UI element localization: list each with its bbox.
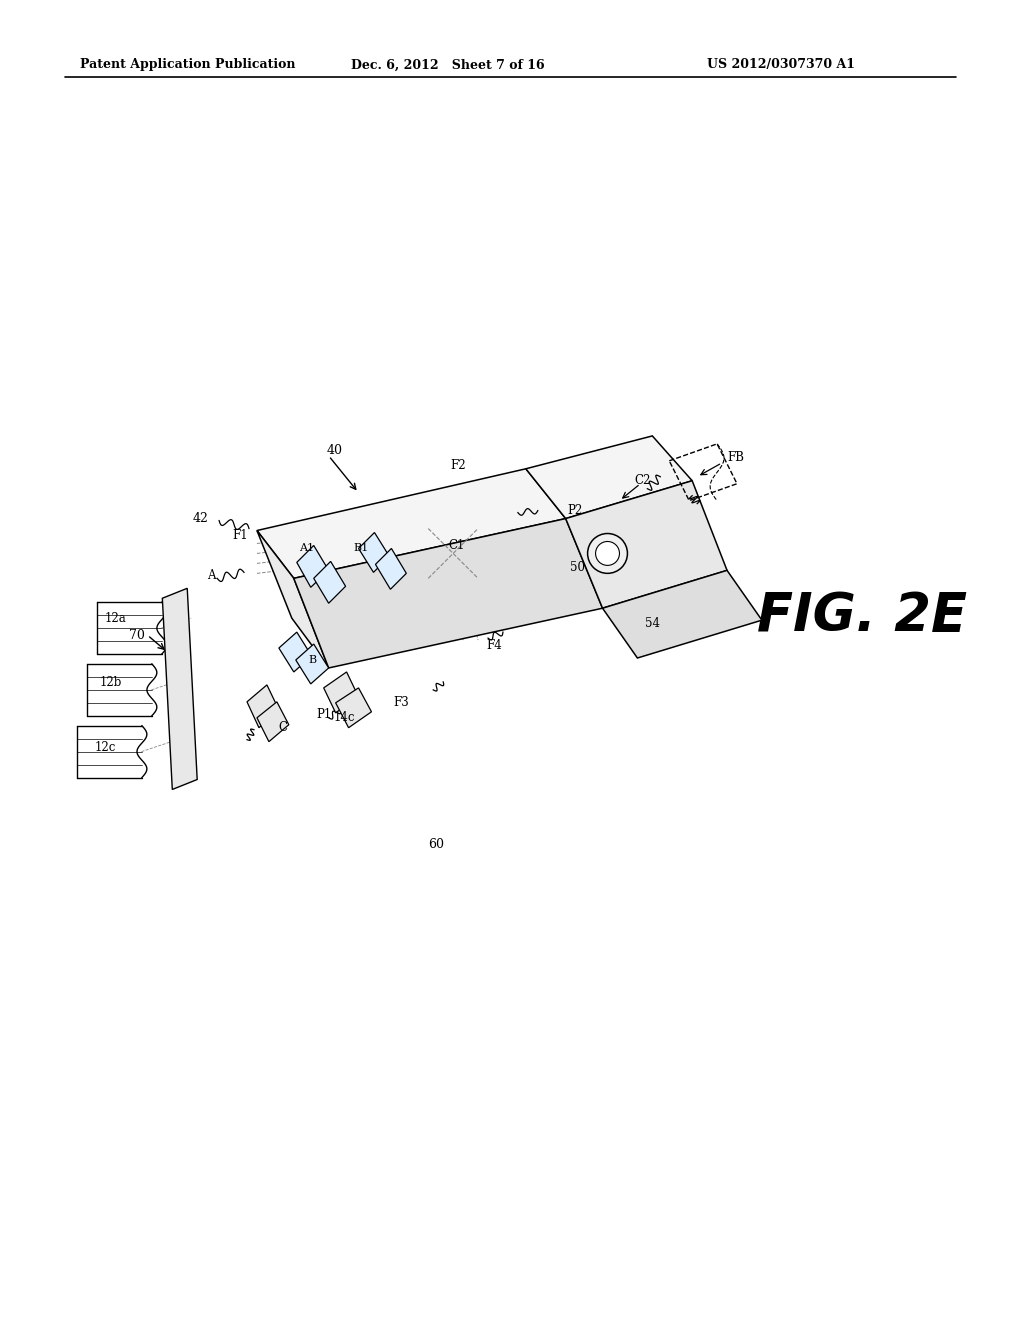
- Text: A1: A1: [299, 544, 314, 553]
- Text: 12a: 12a: [104, 611, 126, 624]
- Text: FB: FB: [727, 451, 744, 465]
- Polygon shape: [257, 531, 329, 668]
- Text: Dec. 6, 2012   Sheet 7 of 16: Dec. 6, 2012 Sheet 7 of 16: [350, 58, 544, 71]
- Text: B: B: [309, 655, 316, 665]
- Polygon shape: [602, 570, 762, 657]
- Text: C2: C2: [635, 474, 651, 487]
- Polygon shape: [163, 589, 198, 789]
- Polygon shape: [336, 688, 372, 727]
- Circle shape: [596, 541, 620, 565]
- Text: 42: 42: [193, 512, 208, 525]
- Text: 60: 60: [428, 838, 444, 851]
- Text: 70: 70: [129, 628, 145, 642]
- Polygon shape: [526, 436, 692, 519]
- Polygon shape: [257, 702, 289, 742]
- Polygon shape: [313, 561, 345, 603]
- Text: C1: C1: [449, 539, 465, 552]
- Text: US 2012/0307370 A1: US 2012/0307370 A1: [708, 58, 855, 71]
- Polygon shape: [247, 685, 279, 727]
- Text: P2: P2: [567, 504, 583, 517]
- Text: F4: F4: [486, 639, 502, 652]
- Polygon shape: [257, 469, 565, 578]
- Text: FIG. 2E: FIG. 2E: [757, 590, 967, 643]
- Text: P1: P1: [316, 709, 332, 721]
- Polygon shape: [294, 519, 602, 668]
- Circle shape: [588, 533, 628, 573]
- Polygon shape: [279, 632, 311, 672]
- Polygon shape: [565, 480, 727, 609]
- Polygon shape: [296, 644, 329, 684]
- Text: F3: F3: [393, 697, 410, 709]
- Text: F1: F1: [232, 529, 248, 543]
- Text: 54: 54: [645, 616, 660, 630]
- Text: 12c: 12c: [94, 741, 116, 754]
- Text: 14c: 14c: [334, 711, 355, 725]
- Text: A: A: [207, 569, 216, 582]
- Text: Patent Application Publication: Patent Application Publication: [80, 58, 295, 71]
- Text: F2: F2: [451, 459, 466, 473]
- Text: B1: B1: [353, 544, 369, 553]
- Polygon shape: [358, 532, 389, 573]
- Polygon shape: [297, 545, 329, 587]
- Polygon shape: [376, 548, 407, 589]
- Text: 40: 40: [327, 445, 343, 457]
- Polygon shape: [324, 672, 358, 713]
- Text: 50: 50: [569, 561, 585, 574]
- Text: 12b: 12b: [99, 676, 122, 689]
- Text: C: C: [279, 721, 288, 734]
